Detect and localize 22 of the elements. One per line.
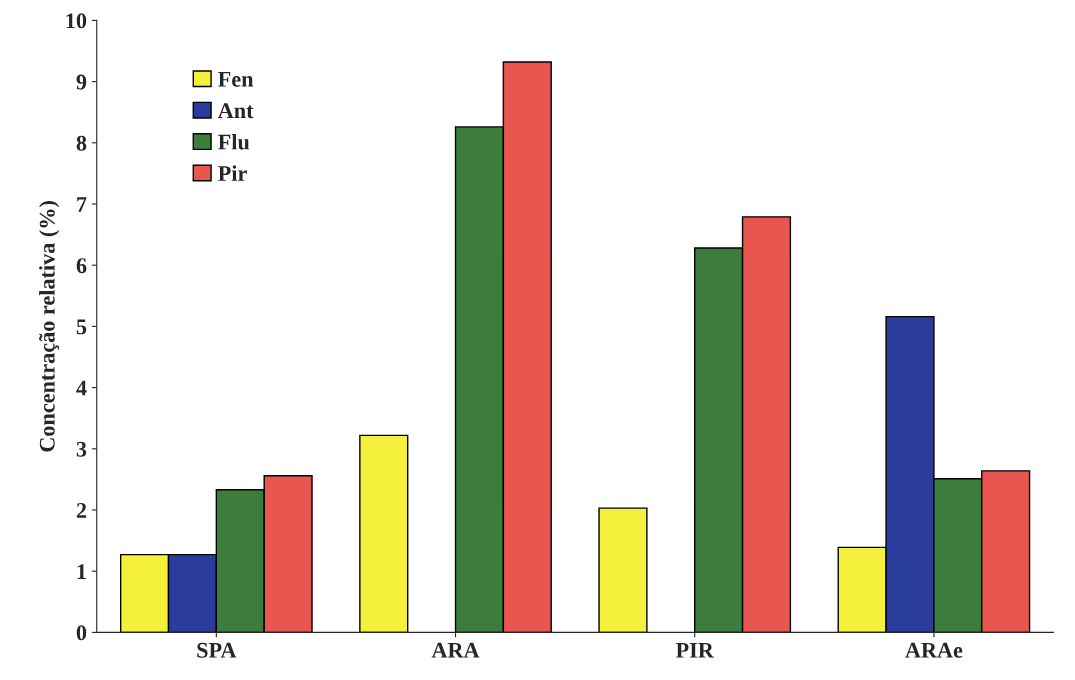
- y-tick-label: 1: [77, 564, 86, 579]
- legend-label: Ant: [217, 103, 254, 119]
- x-tick-label: ARA: [431, 642, 480, 658]
- y-tick-label: 8: [76, 135, 87, 151]
- y-axis-title: Concentração relativa (%): [39, 201, 60, 452]
- legend-label: Flu: [218, 133, 250, 150]
- bar: [359, 434, 409, 633]
- y-tick-label: 7: [77, 197, 87, 212]
- x-tick-label: SPA: [197, 642, 237, 658]
- y-tick-label: 0: [76, 625, 87, 641]
- y-tick-label: 3: [76, 441, 87, 457]
- y-tick-label: 4: [76, 380, 87, 396]
- y-tick-label: 2: [76, 502, 87, 518]
- x-tick-label: PIR: [675, 642, 715, 658]
- y-tick-label: 6: [76, 258, 87, 274]
- y-tick-label: 5: [76, 319, 87, 335]
- y-tick-label: 9: [76, 74, 87, 90]
- legend-label: Fen: [218, 72, 254, 87]
- x-tick-label: ARAe: [905, 642, 963, 658]
- bar: [598, 507, 648, 633]
- legend-label: Pir: [218, 165, 247, 181]
- y-tick-label: 10: [66, 13, 87, 29]
